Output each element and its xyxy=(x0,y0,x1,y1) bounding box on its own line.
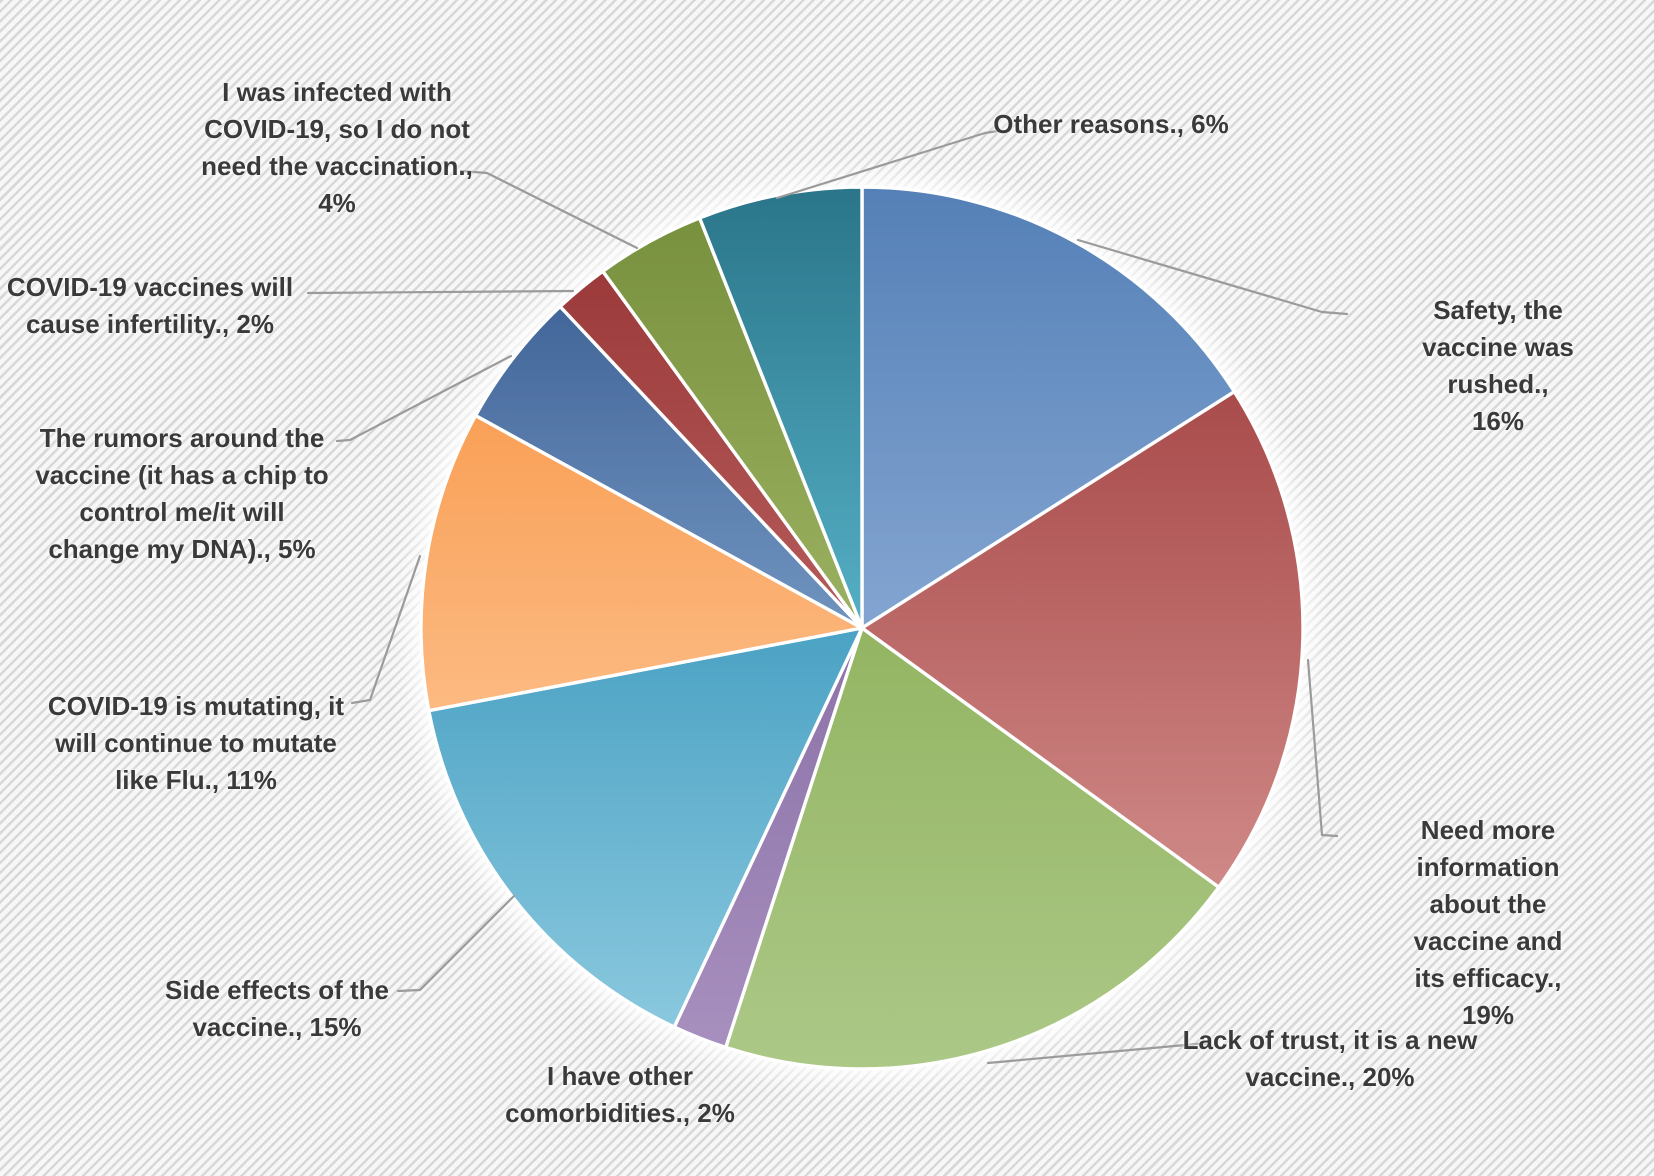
leader-line-infertility xyxy=(306,289,575,295)
pie-slice-side_effects xyxy=(427,626,864,1029)
pie-slice-safety xyxy=(860,185,1237,630)
pie-slice-need_info xyxy=(860,390,1305,889)
leader-line-mutating xyxy=(350,554,422,705)
pie-slices-group xyxy=(419,185,1305,1071)
leader-line-lack_trust xyxy=(986,1042,1208,1065)
slice-label-side_effects: Side effects of the vaccine., 15% xyxy=(165,975,389,1042)
leader-line-need_info xyxy=(1306,658,1339,838)
pie-slice-mutating xyxy=(419,413,864,713)
slice-label-infected: I was infected with COVID-19, so I do no… xyxy=(201,77,473,218)
leader-line-rumors xyxy=(335,354,513,443)
slice-label-safety: Safety, the vaccine was rushed., 16% xyxy=(1422,295,1574,436)
leader-line-side_effects xyxy=(396,894,516,993)
slice-label-rumors: The rumors around the vaccine (it has a … xyxy=(35,423,329,564)
pie-slice-other xyxy=(697,185,864,630)
leader-lines-group xyxy=(306,129,1349,1065)
leader-line-infected xyxy=(459,169,639,250)
pie-slice-lack_trust xyxy=(724,626,1221,1071)
slice-label-infertility: COVID-19 vaccines will cause infertility… xyxy=(6,272,294,339)
slice-label-other: Other reasons., 6% xyxy=(993,109,1229,139)
slice-label-mutating: COVID-19 is mutating, it will continue t… xyxy=(47,691,345,795)
slice-label-comorbidities: I have other comorbidities., 2% xyxy=(505,1061,735,1128)
leader-line-other xyxy=(775,129,1000,200)
leader-line-safety xyxy=(1076,238,1349,316)
slice-label-need_info: Need more information about the vaccine … xyxy=(1413,815,1563,1030)
slice-label-lack_trust: Lack of trust, it is a new vaccine., 20% xyxy=(1182,1025,1478,1092)
